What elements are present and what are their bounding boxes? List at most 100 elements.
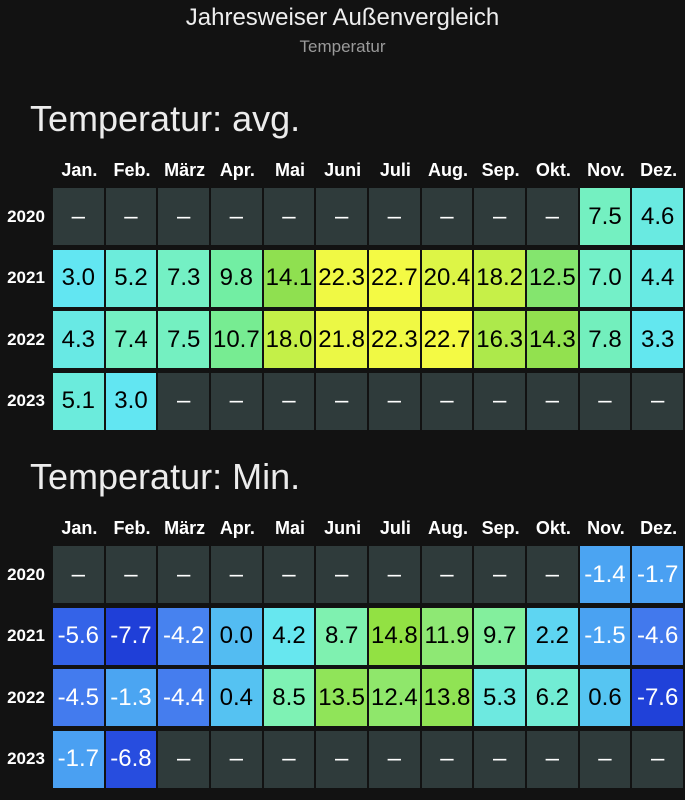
heatmap-cell: – <box>632 730 683 788</box>
heatmap-cell: -4.2 <box>158 607 209 665</box>
heatmap-cell: 3.0 <box>53 249 104 307</box>
heatmap-cell: 14.1 <box>263 249 315 307</box>
heatmap-cell: – <box>158 730 209 788</box>
heatmap-cell: 4.3 <box>53 311 104 368</box>
heatmap-cell: – <box>263 372 315 430</box>
month-header: Feb. <box>113 518 151 538</box>
heatmap-cell: 9.7 <box>474 607 525 665</box>
heatmap-cell: – <box>105 546 157 603</box>
heatmap-cell: 8.7 <box>316 607 367 665</box>
month-header: Dez. <box>640 160 678 180</box>
month-header: Jan. <box>61 518 98 538</box>
heatmap-cell: – <box>421 188 473 245</box>
heatmap-cell: 13.8 <box>421 669 473 726</box>
heatmap-cell: 18.2 <box>474 249 525 307</box>
heatmap-cell: – <box>474 188 525 245</box>
heatmap-cell: – <box>369 188 420 245</box>
month-header: Juni <box>324 160 362 180</box>
heatmap-cell: – <box>527 546 578 603</box>
heatmap-cell: 11.9 <box>421 607 473 665</box>
heatmap-cell: 7.3 <box>158 249 209 307</box>
month-header: Nov. <box>587 160 625 180</box>
heatmap-cell: 4.2 <box>263 607 315 665</box>
heatmap-cell: -6.8 <box>105 730 157 788</box>
heatmap-cell: – <box>53 188 104 245</box>
heatmap-cell: -7.7 <box>105 607 157 665</box>
year-label: 2021 <box>7 268 45 287</box>
heatmap-cell: -4.5 <box>53 669 104 726</box>
month-header: März <box>164 160 206 180</box>
heatmap-cell: -7.6 <box>632 669 683 726</box>
heatmap-cell: -1.3 <box>105 669 157 726</box>
month-header: Mai <box>274 518 305 538</box>
heatmap-cell: 22.7 <box>421 311 473 368</box>
month-header: Sep. <box>481 518 520 538</box>
month-header: Okt. <box>535 518 571 538</box>
heatmap-cell: 22.3 <box>316 249 367 307</box>
month-header: Jan. <box>61 160 98 180</box>
heatmap-cell: – <box>474 372 525 430</box>
heatmap-cell: – <box>316 372 367 430</box>
heatmap-cell: – <box>158 546 209 603</box>
heatmap-cell: – <box>369 546 420 603</box>
heatmap-cell: -4.4 <box>158 669 209 726</box>
heatmap-cell: 5.1 <box>53 372 104 430</box>
heatmap-cell: 9.8 <box>211 249 262 307</box>
heatmap-cell: 18.0 <box>263 311 315 368</box>
heatmap-cell: – <box>579 372 631 430</box>
heatmap-cell: – <box>316 546 367 603</box>
year-label: 2023 <box>7 749 45 768</box>
month-header: Apr. <box>219 160 255 180</box>
month-header: Aug. <box>427 160 468 180</box>
heatmap-cell: 13.5 <box>316 669 367 726</box>
heatmap-cell: – <box>316 730 367 788</box>
section-title: Temperatur: avg. <box>30 98 301 139</box>
section-title: Temperatur: Min. <box>30 456 301 497</box>
heatmap-cell: 7.5 <box>579 188 631 245</box>
heatmap-cell: – <box>421 546 473 603</box>
month-header: Aug. <box>427 518 468 538</box>
year-label: 2020 <box>7 564 45 584</box>
heatmap-cell: 12.5 <box>527 249 578 307</box>
heatmap-cell: 4.4 <box>632 249 683 307</box>
heatmap-cell: – <box>211 546 262 603</box>
heatmap-cell: – <box>263 188 315 245</box>
heatmap-cell: 14.8 <box>369 607 420 665</box>
heatmap-cell: 5.3 <box>474 669 525 726</box>
heatmap-cell: – <box>316 188 367 245</box>
page-title: Jahresweiser Außenvergleich <box>185 4 500 31</box>
heatmap-cell: 2.2 <box>527 607 578 665</box>
heatmap-cell: 7.4 <box>105 311 157 368</box>
month-header: Juli <box>379 160 411 180</box>
month-header: Okt. <box>535 160 571 180</box>
heatmap-cell: -1.7 <box>632 546 683 603</box>
heatmap-cell: – <box>579 730 631 788</box>
heatmap-cell: – <box>211 188 262 245</box>
heatmap-cell: -4.6 <box>632 607 683 665</box>
page-subtitle: Temperatur <box>299 37 386 56</box>
heatmap-cell: 22.7 <box>369 249 420 307</box>
month-header: Juli <box>379 518 411 538</box>
heatmap-cell: 7.0 <box>579 249 631 307</box>
heatmap-cell: – <box>263 730 315 788</box>
month-header: Apr. <box>219 518 255 538</box>
month-header: Juni <box>324 518 362 538</box>
year-label: 2022 <box>7 687 45 707</box>
heatmap-cell: – <box>158 188 209 245</box>
year-label: 2023 <box>7 391 45 410</box>
heatmap-cell: – <box>421 730 473 788</box>
heatmap-cell: – <box>474 730 525 788</box>
year-label: 2021 <box>7 626 45 645</box>
heatmap-cell: – <box>369 730 420 788</box>
heatmap-cell: -5.6 <box>53 607 104 665</box>
heatmap-cell: – <box>211 730 262 788</box>
heatmap-cell: – <box>632 372 683 430</box>
month-header: Sep. <box>481 160 520 180</box>
heatmap-cell: 10.7 <box>211 311 262 368</box>
heatmap-cell: 20.4 <box>421 249 473 307</box>
heatmap-cell: – <box>158 372 209 430</box>
heatmap-cell: – <box>369 372 420 430</box>
heatmap-cell: 0.6 <box>579 669 631 726</box>
heatmap-cell: 4.6 <box>632 188 683 245</box>
